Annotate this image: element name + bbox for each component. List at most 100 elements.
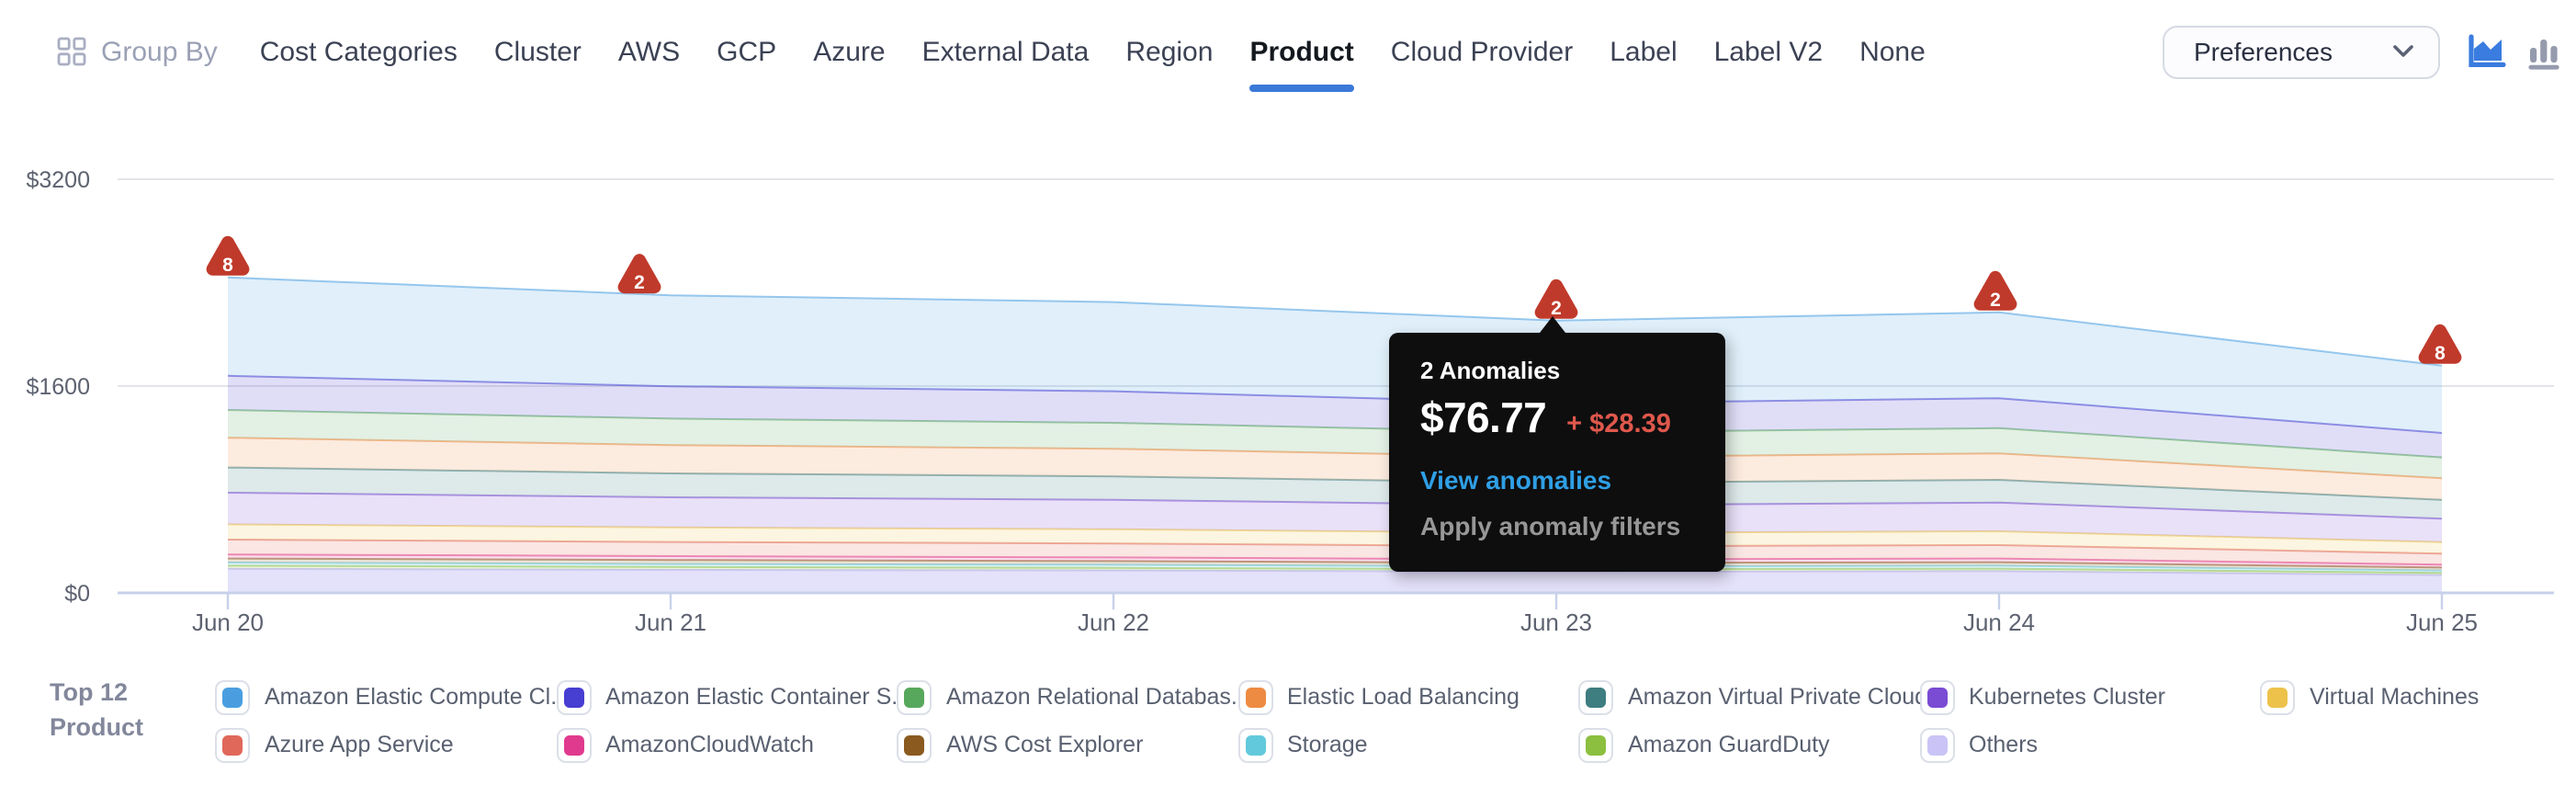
area-series-elastic-load-balancing[interactable] — [228, 438, 2442, 500]
nav-item-cluster[interactable]: Cluster — [493, 36, 582, 67]
legend-swatch-amazon-elastic-container-s — [556, 679, 591, 714]
legend-swatch-others — [1919, 727, 1954, 762]
legend-item-amazon-elastic-container-s[interactable]: Amazon Elastic Container S... — [556, 679, 910, 714]
y-axis-label-3200: $3200 — [26, 167, 90, 193]
legend-swatch-virtual-machines — [2260, 679, 2295, 714]
anomaly-triangle-icon — [206, 235, 250, 276]
group-by-bar: Group By Cost Categories Cluster AWS GCP Azu… — [0, 0, 2576, 103]
view-anomalies-link[interactable]: View anomalies — [1420, 465, 1612, 495]
legend-swatch-color — [1586, 734, 1606, 755]
area-series-topline-others — [227, 567, 2443, 576]
area-series-topline-aws-cost-explorer — [227, 557, 2443, 569]
legend-item-amazoncloudwatch[interactable]: AmazonCloudWatch — [556, 727, 897, 762]
legend-item-amazon-guardduty[interactable]: Amazon GuardDuty — [1578, 727, 1919, 762]
area-series-topline-amazoncloudwatch — [227, 553, 2443, 566]
nav-item-region[interactable]: Region — [1125, 36, 1214, 67]
nav-item-gcp[interactable]: GCP — [717, 36, 777, 67]
legend-item-kubernetes-cluster[interactable]: Kubernetes Cluster — [1919, 679, 2260, 714]
legend-swatch-color — [222, 687, 243, 707]
tooltip-anomaly-count: 2 Anomalies — [1420, 357, 1561, 384]
legend-title-line2: Product — [50, 713, 144, 741]
legend-label: Elastic Load Balancing — [1287, 684, 1520, 710]
anomaly-marker-jun-24[interactable]: 2 — [1973, 270, 2017, 311]
legend-swatch-color — [1926, 687, 1947, 707]
apply-anomaly-filters-link[interactable]: Apply anomaly filters — [1420, 511, 1681, 540]
area-series-topline-amazon-guardduty — [227, 564, 2443, 575]
legend-title: Top 12 Product — [50, 675, 143, 745]
legend-swatch-aws-cost-explorer — [897, 727, 932, 762]
area-chart-toggle[interactable] — [2464, 31, 2508, 72]
x-axis-label-jun-25: Jun 25 — [2406, 609, 2478, 636]
legend-swatch-color — [2267, 687, 2288, 707]
nav-item-none[interactable]: None — [1859, 36, 1926, 67]
nav-item-aws[interactable]: AWS — [617, 36, 681, 67]
nav-item-external-data[interactable]: External Data — [921, 36, 1090, 67]
legend-label: Amazon GuardDuty — [1628, 732, 1830, 757]
area-series-amazon-elastic-compute-cl[interactable] — [228, 277, 2442, 433]
nav-item-label-v2[interactable]: Label V2 — [1713, 36, 1824, 67]
nav-right-controls: Preferences — [2163, 25, 2576, 78]
legend-label: Kubernetes Cluster — [1969, 684, 2166, 710]
area-series-amazon-elastic-container-s[interactable] — [228, 375, 2442, 458]
area-series-virtual-machines[interactable] — [228, 524, 2442, 554]
anomaly-marker-jun-25[interactable]: 8 — [2418, 324, 2462, 364]
area-series-amazon-relational-databas[interactable] — [228, 410, 2442, 479]
bar-chart-toggle[interactable] — [2521, 31, 2565, 72]
anomaly-triangle-icon — [1534, 279, 1578, 319]
legend-item-amazon-elastic-compute-cl[interactable]: Amazon Elastic Compute Cl... — [215, 679, 570, 714]
x-axis-label-jun-21: Jun 21 — [635, 609, 706, 636]
nav-item-label[interactable]: Label — [1610, 36, 1678, 67]
area-series-amazoncloudwatch[interactable] — [228, 554, 2442, 568]
area-series-kubernetes-cluster[interactable] — [228, 493, 2442, 542]
nav-item-azure[interactable]: Azure — [813, 36, 886, 67]
legend-item-amazon-virtual-private-cloud[interactable]: Amazon Virtual Private Cloud — [1578, 679, 1927, 714]
area-series-topline-kubernetes-cluster — [227, 492, 2443, 520]
area-series-aws-cost-explorer[interactable] — [228, 558, 2442, 571]
tooltip-value-row: $76.77 + $28.39 — [1420, 393, 1696, 443]
legend-item-storage[interactable]: Storage — [1237, 727, 1578, 762]
y-axis-label-1600: $1600 — [26, 374, 90, 400]
area-series-topline-amazon-elastic-container-s — [227, 374, 2443, 434]
chart-type-toggles — [2464, 31, 2565, 72]
legend-item-elastic-load-balancing[interactable]: Elastic Load Balancing — [1237, 679, 1578, 714]
anomaly-marker-jun-20[interactable]: 8 — [206, 235, 250, 276]
legend-item-virtual-machines[interactable]: Virtual Machines — [2260, 679, 2576, 714]
legend-swatch-amazon-virtual-private-cloud — [1578, 679, 1613, 714]
legend-label: Amazon Elastic Compute Cl... — [265, 684, 571, 710]
anomaly-count: 2 — [1551, 298, 1562, 319]
anomaly-count: 2 — [634, 272, 645, 293]
legend-swatch-color — [563, 687, 583, 707]
anomaly-triangle-icon — [2418, 324, 2462, 364]
x-axis-label-jun-22: Jun 22 — [1078, 609, 1149, 636]
group-by: Group By — [57, 36, 218, 67]
anomaly-count: 8 — [2435, 343, 2446, 364]
nav-item-product[interactable]: Product — [1249, 36, 1354, 91]
area-series-others[interactable] — [228, 568, 2442, 593]
legend-swatch-kubernetes-cluster — [1919, 679, 1954, 714]
legend-swatch-color — [1245, 687, 1265, 707]
chevron-down-icon — [2393, 45, 2413, 57]
legend-label: Amazon Virtual Private Cloud — [1628, 684, 1928, 710]
area-series-topline-amazon-virtual-private-cloud — [227, 466, 2443, 501]
anomaly-marker-jun-23[interactable]: 2 — [1534, 279, 1578, 319]
area-series-amazon-virtual-private-cloud[interactable] — [228, 467, 2442, 519]
legend-label: AmazonCloudWatch — [605, 732, 814, 757]
y-axis-label-0: $0 — [64, 581, 90, 607]
legend-swatch-amazon-relational-databas — [897, 679, 932, 714]
anomaly-marker-jun-21[interactable]: 2 — [617, 254, 661, 294]
anomaly-triangle-icon — [1973, 270, 2017, 311]
legend-item-azure-app-service[interactable]: Azure App Service — [215, 727, 556, 762]
anomaly-count: 2 — [1990, 290, 2001, 311]
tooltip-cost-value: $76.77 — [1420, 393, 1547, 441]
area-series-topline-storage — [227, 562, 2443, 572]
legend-swatch-color — [222, 734, 243, 755]
legend-swatch-color — [563, 734, 583, 755]
nav-item-cost-categories[interactable]: Cost Categories — [259, 36, 458, 67]
nav-item-cloud-provider[interactable]: Cloud Provider — [1390, 36, 1574, 67]
legend-item-amazon-relational-databas[interactable]: Amazon Relational Databas... — [897, 679, 1250, 714]
legend-swatch-color — [1586, 687, 1606, 707]
preferences-button[interactable]: Preferences — [2163, 25, 2440, 78]
legend-item-others[interactable]: Others — [1919, 727, 2260, 762]
legend-item-aws-cost-explorer[interactable]: AWS Cost Explorer — [897, 727, 1237, 762]
